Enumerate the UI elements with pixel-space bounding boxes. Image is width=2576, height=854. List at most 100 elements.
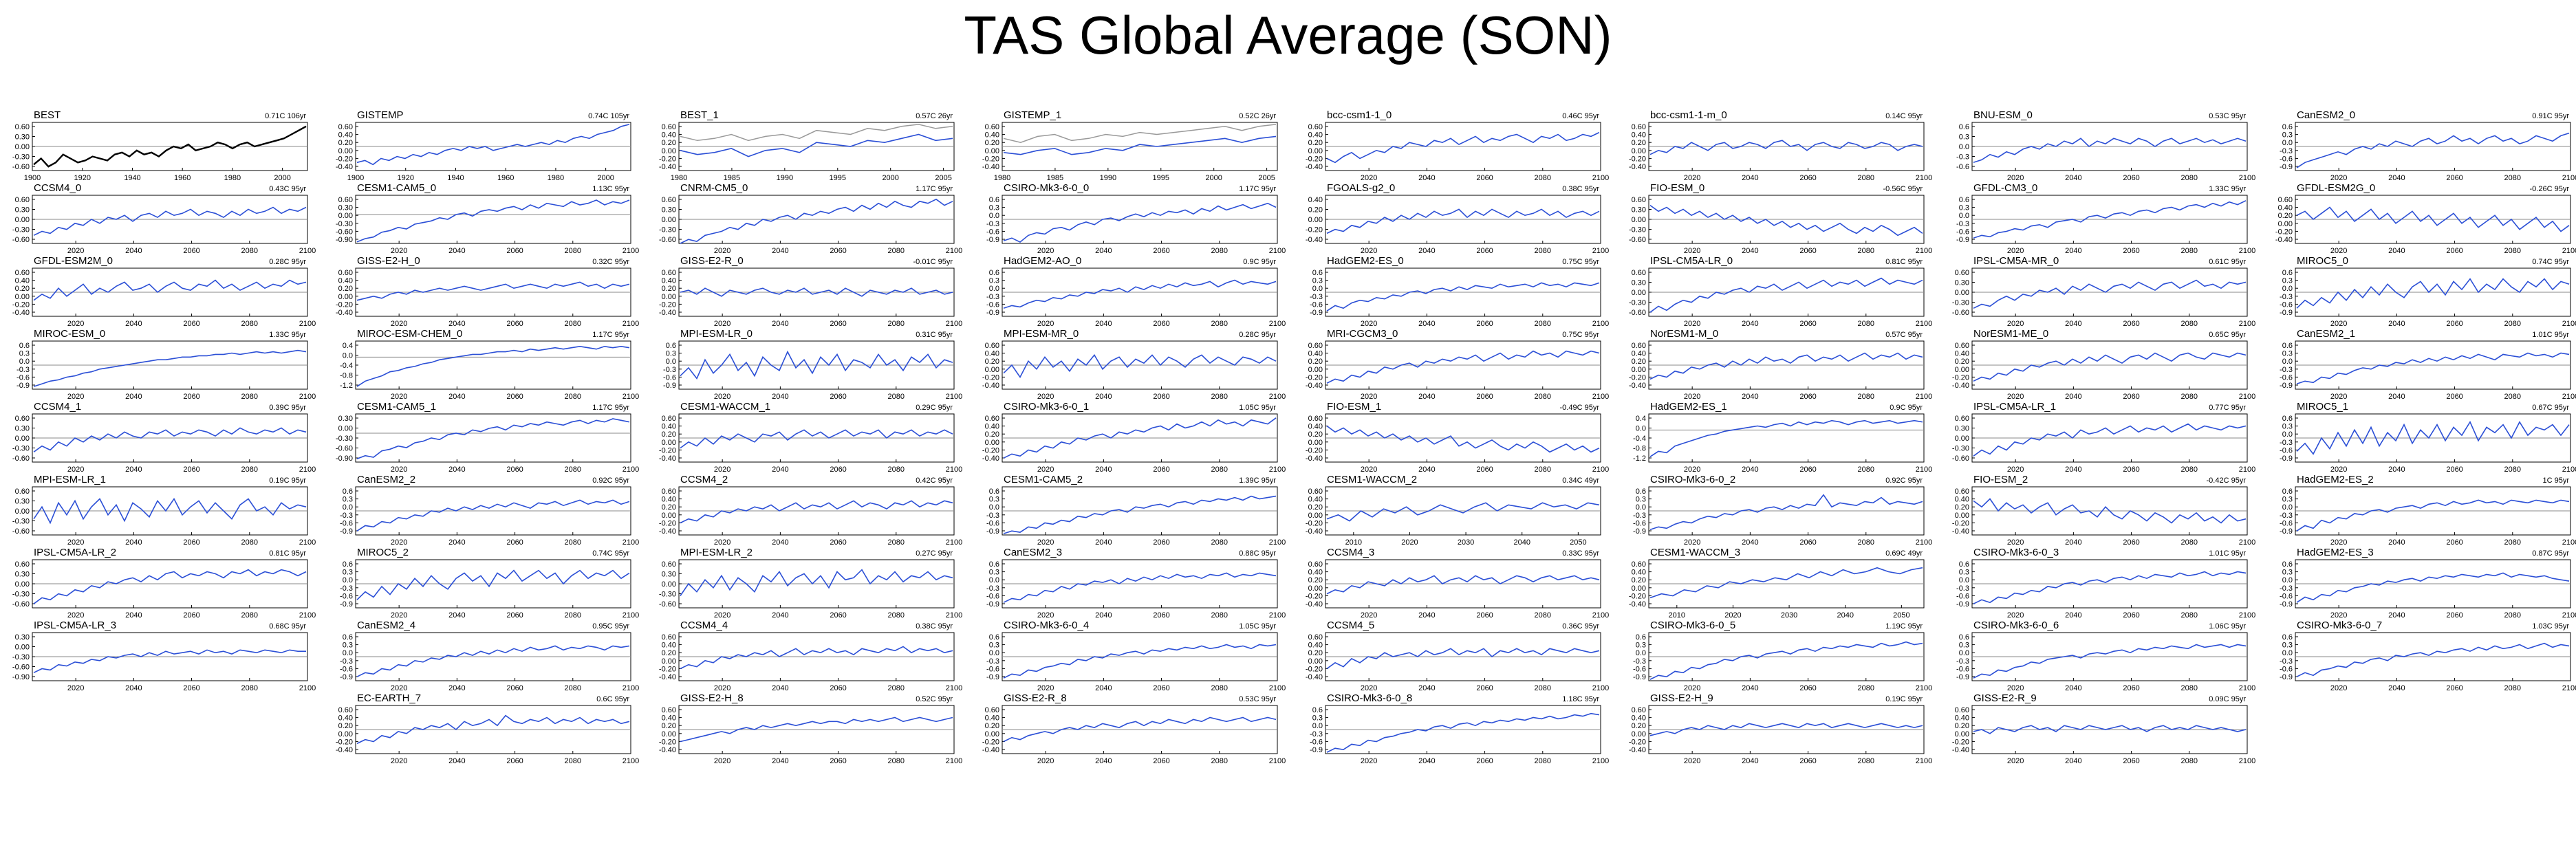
series-line — [1326, 208, 1600, 234]
x-tick-label: 2020 — [2330, 684, 2347, 692]
panel-stat: 0.91C 95yr — [2532, 112, 2569, 120]
x-tick-label: 2020 — [1361, 611, 1377, 620]
series-line — [1973, 279, 2247, 309]
x-tick-label: 2040 — [2065, 684, 2081, 692]
x-tick-label: 2060 — [506, 466, 523, 474]
x-tick-label: 2020 — [2330, 247, 2347, 255]
panel-name: IPSL-CM5A-LR_0 — [1650, 255, 1733, 267]
series-line — [1973, 423, 2247, 457]
series-line — [2296, 278, 2570, 309]
x-tick-label: 2100 — [299, 538, 316, 547]
panel-CSIRO-Mk3-6-0_1: CSIRO-Mk3-6-0_1 1.05C 95yr 0.600.400.200.0… — [982, 401, 1286, 474]
panel-CSIRO-Mk3-6-0_7: CSIRO-Mk3-6-0_7 1.03C 95yr0.60.30.0-0.3-0… — [2280, 620, 2576, 692]
series-line — [1649, 352, 1923, 380]
x-tick-label: 2040 — [1095, 247, 1112, 255]
x-tick-label: 1960 — [174, 174, 191, 182]
x-tick-label: 2100 — [2239, 320, 2255, 328]
x-tick-label: 2040 — [2065, 320, 2081, 328]
panel-GISTEMP: GISTEMP 0.74C 105yr 0.600.400.200.00-0.20-… — [336, 109, 631, 182]
x-tick-label: 1990 — [1100, 174, 1116, 182]
x-tick-label: 2080 — [888, 320, 905, 328]
panel-CSIRO-Mk3-6-0_8: CSIRO-Mk3-6-0_8 1.18C 95yr0.60.30.0-0.3-0… — [1310, 692, 1609, 765]
y-tick-label: 0.30 — [15, 633, 30, 642]
panel-CanESM2_0: CanESM2_0 0.91C 95yr 0.60.30.0-0.3-0.6-0.9… — [2280, 109, 2576, 182]
panel-name: CSIRO-Mk3-6-0_6 — [1973, 620, 2059, 631]
panel-stat: 0.61C 95yr — [2209, 258, 2246, 266]
x-tick-label: 2020 — [1037, 320, 1054, 328]
x-tick-label: 2020 — [2007, 174, 2024, 182]
y-tick-label: 0.3 — [989, 496, 999, 504]
y-tick-label: -0.40 — [1306, 455, 1323, 463]
panel-HadGEM2-ES_2: HadGEM2-ES_2 1C 95yr 0.60.30.0-0.3-0.6-0.9… — [2280, 474, 2576, 547]
x-tick-label: 2060 — [1476, 247, 1493, 255]
y-tick-label: 0.0 — [2282, 285, 2293, 293]
y-tick-label: -0.20 — [982, 373, 999, 382]
y-tick-label: 0.6 — [343, 633, 353, 642]
y-tick-label: 0.40 — [662, 131, 676, 140]
x-tick-label: 2060 — [1799, 174, 1816, 182]
x-tick-label: 2020 — [1684, 174, 1700, 182]
panel-GISTEMP_1: GISTEMP_1 0.52C 26yr 0.600.400.200.00-0.20… — [982, 109, 1278, 182]
y-tick-label: 0.00 — [1632, 366, 1646, 374]
y-tick-label: 0.20 — [985, 722, 999, 730]
series-line — [33, 569, 307, 604]
x-tick-label: 2080 — [241, 466, 258, 474]
panel-name: CSIRO-Mk3-6-0_5 — [1650, 620, 1735, 631]
y-tick-label: 0.60 — [662, 633, 676, 642]
x-tick-label: 1985 — [724, 174, 740, 182]
series-line — [1649, 723, 1923, 736]
y-tick-label: -0.40 — [1952, 527, 1969, 536]
y-tick-label: -0.30 — [659, 591, 676, 599]
y-tick-label: 0.60 — [1632, 342, 1646, 350]
x-tick-label: 2080 — [565, 320, 581, 328]
panel-stat: 0.74C 95yr — [2532, 258, 2569, 266]
panel-name: CanESM2_2 — [357, 474, 415, 485]
y-tick-label: -0.3 — [2280, 366, 2293, 374]
x-tick-label: 2060 — [1799, 757, 1816, 765]
x-tick-label: 2060 — [1799, 538, 1816, 547]
x-tick-label: 2100 — [623, 757, 639, 765]
y-tick-label: 0.00 — [1632, 584, 1646, 593]
panel-MIROC5_0: MIROC5_0 0.74C 95yr 0.60.30.0-0.3-0.6-0.9 2… — [2280, 255, 2576, 328]
y-tick-label: 0.6 — [2282, 415, 2293, 423]
panel-stat: 1.39C 95yr — [1239, 477, 1276, 485]
x-tick-label: 2060 — [1153, 466, 1169, 474]
series-line — [2296, 499, 2570, 532]
panel-MIROC-ESM_0: MIROC-ESM_0 1.33C 95yr 0.60.30.0-0.3-0.6-0… — [17, 328, 316, 401]
x-tick-label: 2080 — [565, 466, 581, 474]
series-line — [1326, 502, 1600, 522]
x-tick-label: 2020 — [391, 393, 407, 401]
y-tick-label: 0.6 — [2282, 342, 2293, 350]
y-tick-label: 0.20 — [1308, 139, 1323, 147]
x-tick-label: 2080 — [888, 538, 905, 547]
x-tick-label: 2100 — [1916, 684, 1932, 692]
y-tick-label: 0.0 — [343, 649, 353, 657]
y-tick-label: 0.0 — [2282, 503, 2293, 512]
y-tick-label: 0.60 — [985, 342, 999, 350]
x-tick-label: 2040 — [772, 466, 788, 474]
y-tick-label: 0.20 — [1955, 722, 1969, 730]
x-tick-label: 2080 — [565, 611, 581, 620]
panel-name: CESM1-CAM5_0 — [357, 182, 436, 194]
panel-IPSL-CM5A-MR_0: IPSL-CM5A-MR_0 0.61C 95yr 0.60 0.30 0.00 -0.3… — [1952, 255, 2255, 328]
x-tick-label: 2020 — [714, 466, 730, 474]
series-line — [1973, 725, 2247, 734]
panel-HadGEM2-ES_1: HadGEM2-ES_1 0.9C 95yr 0.4 0.0 -0.4 -0.8 -1.2 2… — [1633, 401, 1932, 474]
x-tick-label: 2040 — [1742, 538, 1758, 547]
x-tick-label: 2040 — [125, 538, 142, 547]
x-tick-label: 2080 — [1211, 393, 1228, 401]
y-tick-label: -0.8 — [1633, 445, 1646, 453]
x-tick-label: 2060 — [506, 538, 523, 547]
panel-stat: 1.01C 95yr — [2209, 549, 2246, 558]
x-tick-label: 2060 — [2123, 393, 2139, 401]
series-line — [680, 198, 953, 244]
x-tick-label: 2100 — [299, 611, 316, 620]
panel-CSIRO-Mk3-6-0_2: CSIRO-Mk3-6-0_2 0.92C 95yr0.60.30.0-0.3-0… — [1633, 474, 1932, 547]
x-tick-label: 2060 — [1476, 757, 1493, 765]
series-line — [1649, 140, 1923, 155]
x-tick-label: 2020 — [2007, 247, 2024, 255]
y-tick-label: 0.6 — [1312, 269, 1323, 277]
y-tick-label: -0.20 — [659, 155, 676, 163]
y-tick-label: 0.00 — [1955, 730, 1969, 738]
y-tick-label: 0.20 — [1308, 576, 1323, 584]
